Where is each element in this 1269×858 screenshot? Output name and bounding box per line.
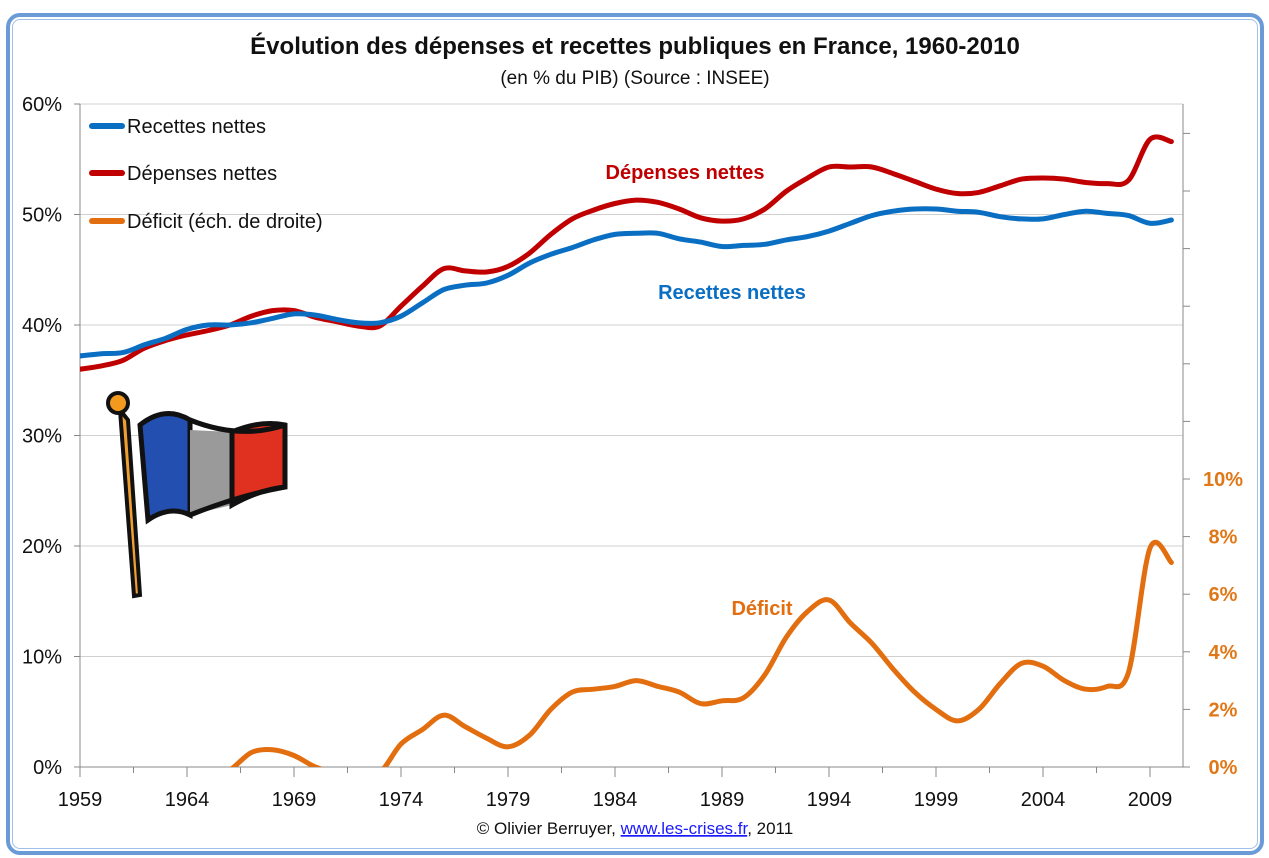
- footer-link[interactable]: www.les-crises.fr: [620, 819, 749, 838]
- series-points-recettes: [80, 208, 1172, 357]
- x-tick-label: 1984: [593, 789, 638, 811]
- legend-depenses: Dépenses nettes: [127, 163, 277, 185]
- y-left-tick-label: 60%: [22, 94, 62, 116]
- chart-title: Évolution des dépenses et recettes publi…: [250, 32, 1020, 60]
- legend-deficit: Déficit (éch. de droite): [127, 211, 323, 233]
- y-right-tick-label: 8%: [1209, 527, 1238, 549]
- y-left-tick-label: 50%: [22, 205, 62, 227]
- x-tick-label: 1979: [486, 789, 531, 811]
- legend: Recettes nettes Dépenses nettes Déficit …: [89, 116, 323, 233]
- x-tick-label: 2004: [1021, 789, 1066, 811]
- annotation-deficit: Déficit: [731, 598, 792, 620]
- series-points-deficit: [251, 548, 1172, 767]
- y-right-tick-label: 0%: [1209, 757, 1238, 779]
- chart-subtitle: (en % du PIB) (Source : INSEE): [500, 68, 769, 89]
- y-right-tick-label: 2%: [1209, 699, 1238, 721]
- chart-frame: [6, 13, 1264, 855]
- y-left-tick-label: 40%: [22, 315, 62, 337]
- x-tick-label: 1974: [379, 789, 424, 811]
- legend-recettes: Recettes nettes: [127, 116, 266, 138]
- y-right-tick-label: 10%: [1203, 469, 1243, 491]
- french-flag-icon: [106, 391, 288, 599]
- y-right-tick-label: 4%: [1209, 642, 1238, 664]
- y-left-tick-label: 0%: [33, 757, 62, 779]
- y-right-tick-label: 6%: [1209, 584, 1238, 606]
- y-left-tick-label: 20%: [22, 536, 62, 558]
- x-tick-label: 1989: [700, 789, 745, 811]
- footer-credit: © Olivier Berruyer, www.les-crises.fr, 2…: [477, 819, 793, 838]
- y-left-tick-label: 10%: [22, 647, 62, 669]
- x-tick-label: 1959: [58, 789, 103, 811]
- x-tick-label: 2009: [1128, 789, 1173, 811]
- footer-year: , 2011: [747, 819, 793, 838]
- y-left-tick-label: 30%: [22, 426, 62, 448]
- footer-author: © Olivier Berruyer,: [477, 819, 621, 838]
- x-tick-label: 1969: [272, 789, 317, 811]
- x-tick-label: 1964: [165, 789, 210, 811]
- annotation-depenses: Dépenses nettes: [606, 162, 765, 184]
- x-tick-label: 1999: [914, 789, 959, 811]
- series-line-depenses: [80, 134, 1174, 372]
- annotation-recettes: Recettes nettes: [658, 282, 806, 304]
- series-line-recettes: [80, 206, 1174, 359]
- series-line-deficit: [229, 539, 1174, 767]
- x-tick-label: 1994: [807, 789, 852, 811]
